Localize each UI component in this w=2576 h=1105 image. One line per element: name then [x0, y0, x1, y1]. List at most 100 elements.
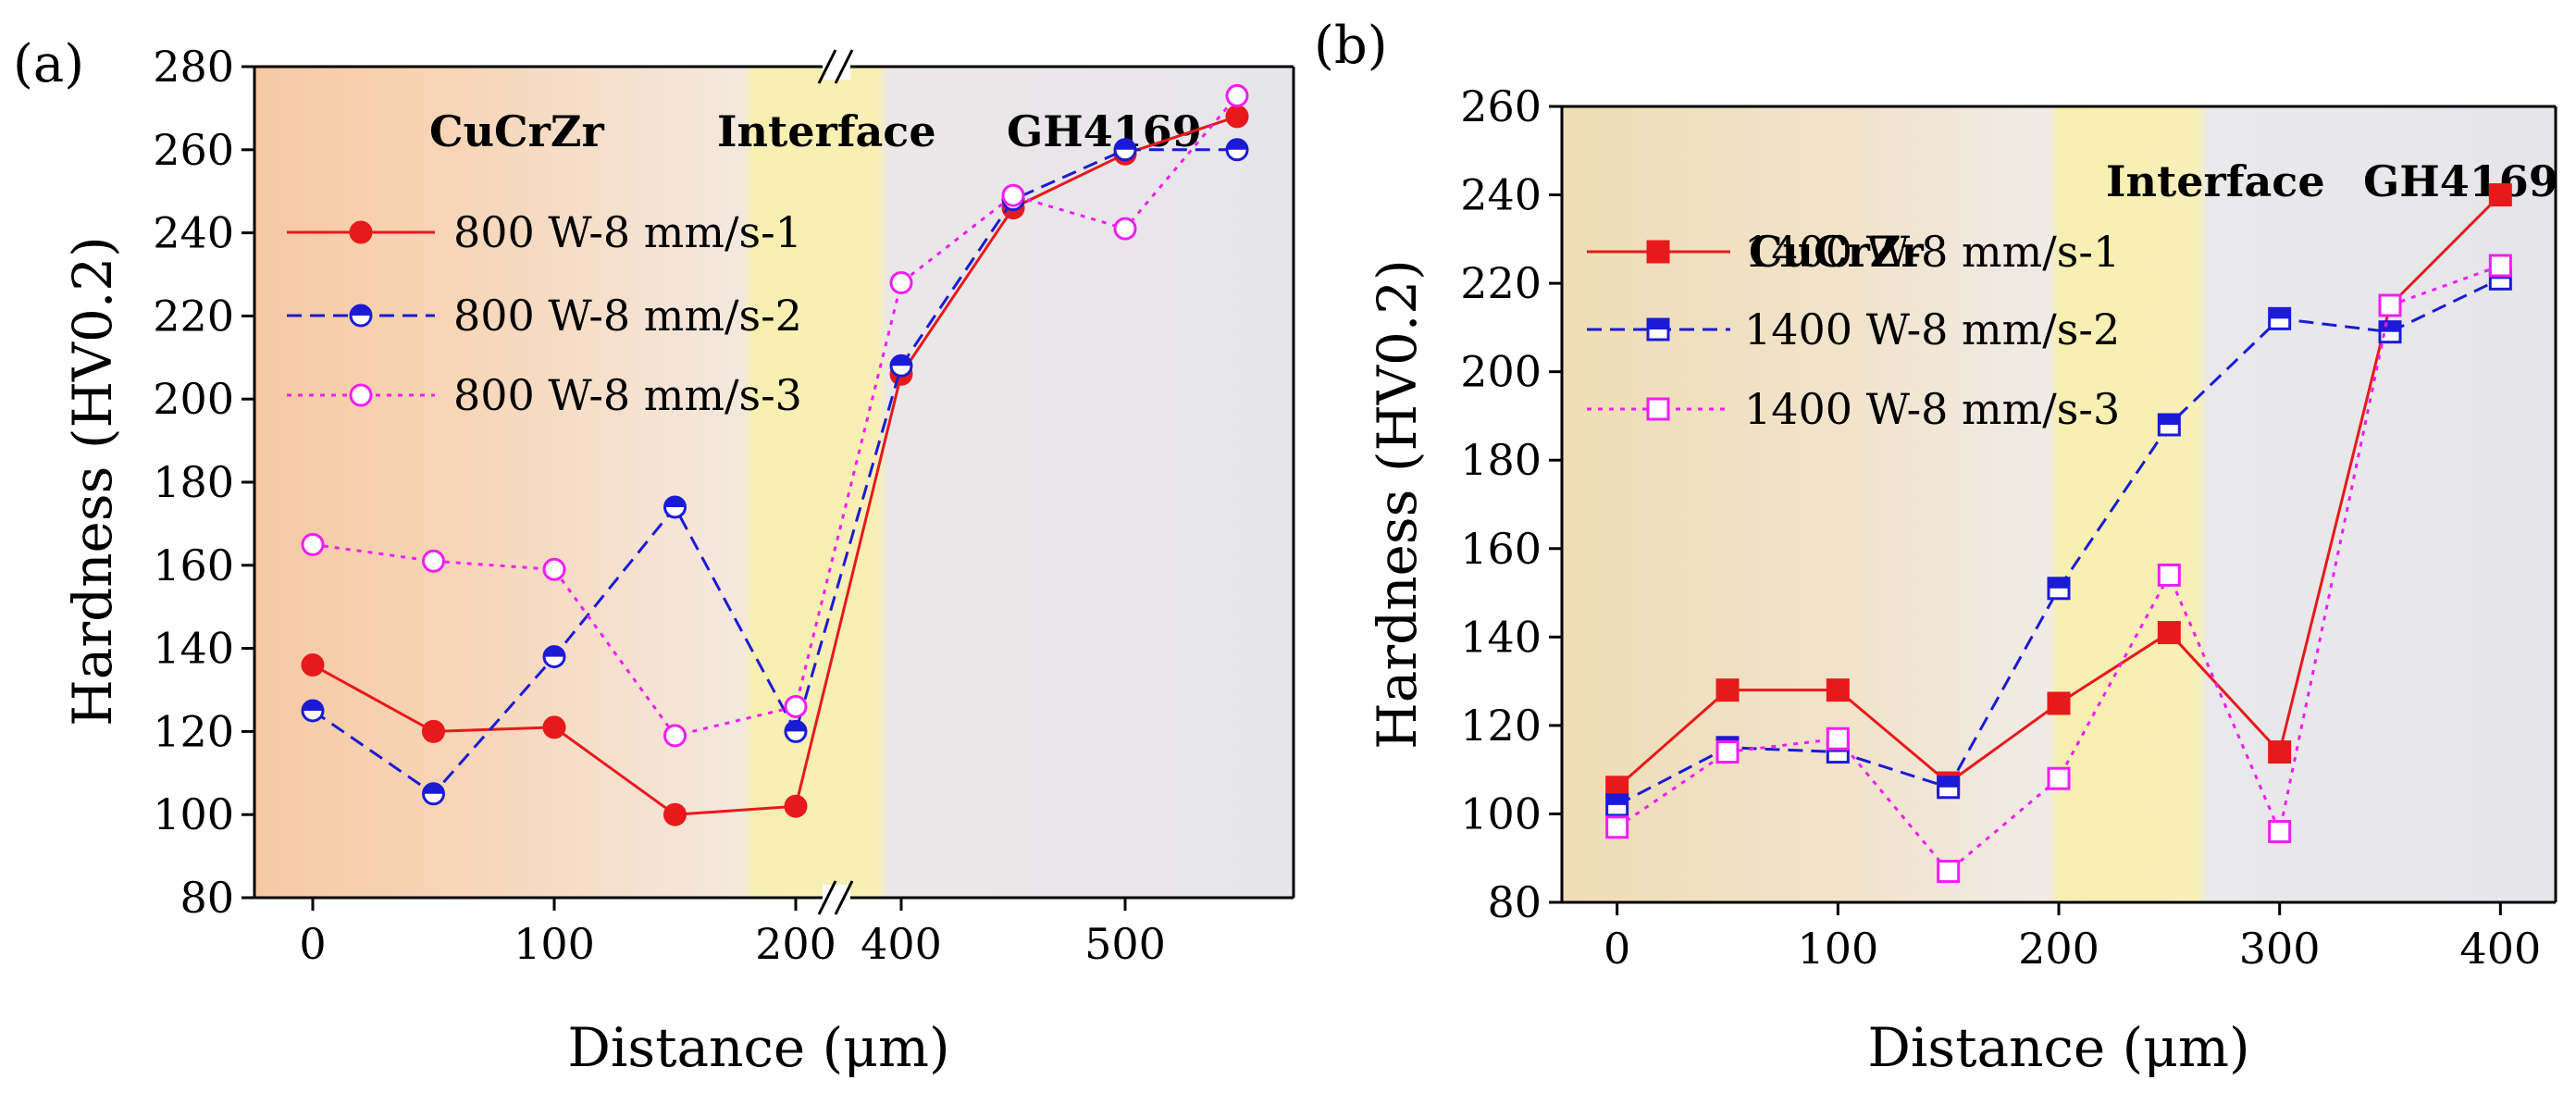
- data-point: [422, 549, 445, 573]
- series-line: [1616, 264, 2501, 874]
- panel-a-x-ticks: 0 100 200 400 500: [299, 898, 1166, 969]
- panel-b-legend: 1400 W-8 mm/s-1 1400 W-8 mm/s-2 1400 W-8…: [1587, 227, 2120, 434]
- legend-label-a-3: 800 W-8 mm/s-3: [453, 370, 802, 420]
- data-point: [1826, 678, 1850, 702]
- legend-marker-a-2-fill: [351, 305, 371, 316]
- data-point: [1715, 678, 1740, 702]
- legend-label-b-2: 1400 W-8 mm/s-2: [1744, 304, 2120, 354]
- panel-b-x-ticks: 0 100 200 300 400: [1604, 902, 2541, 974]
- y-tick-label: 240: [1460, 170, 1542, 220]
- data-point: [301, 532, 325, 556]
- y-tick-label: 120: [153, 706, 234, 756]
- data-point: [784, 794, 808, 818]
- data-point: [1826, 726, 1850, 751]
- data-point-fill: [303, 700, 323, 711]
- data-point: [1605, 815, 1629, 839]
- data-point-fill: [2269, 308, 2290, 319]
- y-tick-label: 240: [153, 208, 234, 258]
- y-tick-label: 200: [153, 374, 234, 424]
- legend-marker-b-2-fill: [1648, 319, 1668, 329]
- data-point: [2157, 621, 2181, 645]
- data-point: [784, 694, 808, 718]
- data-point: [2488, 183, 2512, 207]
- x-tick-label: 500: [1084, 919, 1166, 969]
- region-label-interface-a: Interface: [717, 106, 936, 156]
- data-point: [542, 715, 566, 739]
- panel-b-y-ticks: 80 100 120 140 160 180 200 220 240 260: [1460, 81, 1562, 927]
- legend-marker-a-3: [349, 383, 373, 407]
- panel-a-label: (a): [13, 34, 84, 94]
- legend-label-b-3: 1400 W-8 mm/s-3: [1744, 384, 2120, 434]
- x-tick-label: 300: [2239, 924, 2321, 974]
- data-point: [2157, 563, 2181, 587]
- legend-entry: 1400 W-8 mm/s-3: [1587, 384, 2120, 434]
- data-point: [889, 270, 913, 294]
- y-tick-label: 220: [1460, 258, 1542, 308]
- y-tick-label: 260: [153, 125, 234, 175]
- x-tick-label: 100: [1797, 924, 1878, 974]
- data-point: [1937, 860, 1961, 884]
- data-point-fill: [786, 721, 806, 732]
- data-point: [1001, 183, 1025, 207]
- panel-a-y-ticks: 80 100 120 140 160 180 200 220 240 260 280: [153, 42, 254, 923]
- series-3: [1605, 254, 2512, 884]
- x-tick-label: 200: [2018, 924, 2099, 974]
- y-tick-label: 140: [153, 624, 234, 674]
- data-point: [2047, 766, 2071, 790]
- data-point: [542, 557, 566, 581]
- y-tick-label: 180: [1460, 435, 1542, 485]
- panel-b-label: (b): [1314, 16, 1388, 76]
- panel-b: (b) 80 100 120 140 160 180 200 220 240 260 0 100 20…: [1314, 16, 2558, 1079]
- data-point: [2268, 820, 2292, 844]
- y-tick-label: 140: [1460, 612, 1542, 662]
- data-point: [2047, 691, 2071, 715]
- y-tick-label: 160: [153, 540, 234, 590]
- data-point-fill: [2049, 577, 2069, 589]
- x-tick-label: 400: [2459, 924, 2541, 974]
- y-tick-label: 160: [1460, 524, 1542, 574]
- data-point-fill: [1115, 139, 1135, 150]
- data-point: [2378, 293, 2402, 317]
- panel-a-plot-background: [254, 67, 1294, 898]
- x-tick-label: 400: [861, 919, 942, 969]
- panel-a-axis-break-top: [817, 49, 854, 84]
- y-tick-label: 100: [153, 789, 234, 839]
- data-point-fill: [544, 646, 564, 657]
- panel-a-legend: 800 W-8 mm/s-1 800 W-8 mm/s-2 800 W-8 mm…: [287, 207, 802, 420]
- y-tick-label: 260: [1460, 81, 1542, 131]
- y-tick-label: 180: [153, 457, 234, 507]
- data-point: [422, 719, 445, 743]
- panel-a: (a) 80 100 120 140 160 180 200 220 240 260 280 0 10…: [13, 34, 1295, 1079]
- legend-entry: 800 W-8 mm/s-2: [287, 291, 802, 341]
- data-point-fill: [2380, 321, 2400, 332]
- legend-label-a-1: 800 W-8 mm/s-1: [453, 207, 802, 257]
- x-tick-label: 200: [755, 919, 836, 969]
- data-point-fill: [423, 783, 444, 794]
- data-point: [663, 724, 687, 748]
- y-tick-label: 280: [153, 42, 234, 92]
- legend-marker-b-1: [1646, 240, 1670, 264]
- data-point-fill: [664, 496, 686, 507]
- data-point: [301, 653, 325, 677]
- data-point-fill: [891, 355, 911, 366]
- x-tick-label: 0: [1604, 924, 1630, 974]
- data-point-fill: [2159, 415, 2180, 425]
- panel-a-axis-break-bottom: [817, 880, 854, 915]
- legend-entry: 800 W-8 mm/s-1: [287, 207, 802, 257]
- data-point: [663, 802, 687, 826]
- data-point: [1113, 217, 1137, 241]
- region-label-interface-b: Interface: [2106, 156, 2325, 206]
- region-label-cucrzr-a: CuCrZr: [429, 106, 604, 156]
- x-tick-label: 0: [299, 919, 326, 969]
- y-tick-label: 120: [1460, 701, 1542, 751]
- panel-a-series: [301, 83, 1249, 826]
- x-tick-label: 100: [514, 919, 595, 969]
- data-point-fill: [1938, 776, 1959, 788]
- y-tick-label: 80: [180, 873, 234, 923]
- panel-a-x-axis-label: Distance (μm): [567, 1016, 949, 1079]
- series-3: [301, 83, 1249, 748]
- y-tick-label: 100: [1460, 788, 1542, 838]
- y-tick-label: 220: [153, 291, 234, 341]
- y-tick-label: 80: [1487, 877, 1542, 927]
